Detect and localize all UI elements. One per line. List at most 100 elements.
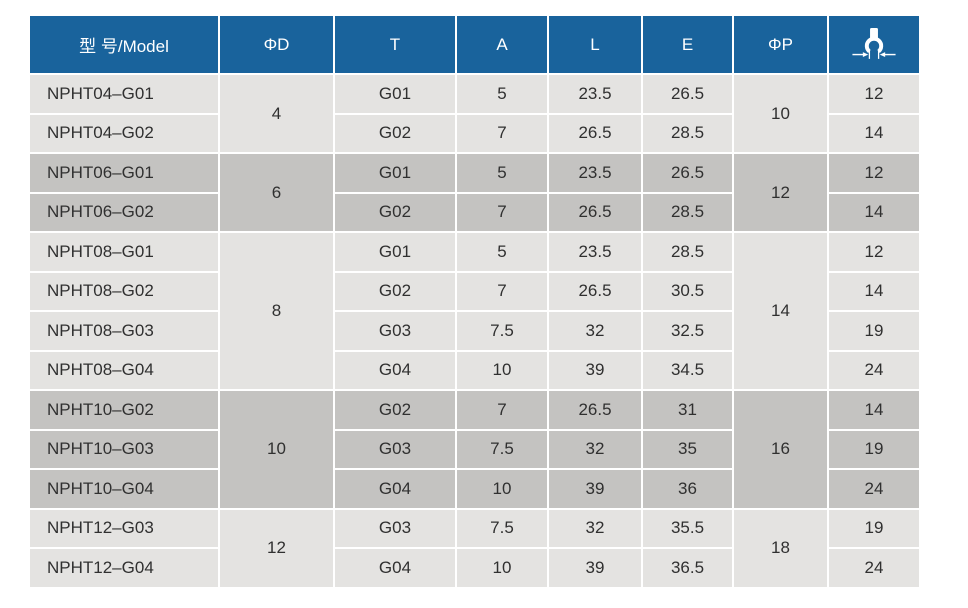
cell-t: G04: [335, 351, 455, 389]
cell-wrench: 14: [829, 391, 919, 429]
cell-model: NPHT10–G02: [30, 391, 218, 429]
cell-a: 7.5: [457, 509, 547, 547]
col-header-t: T: [335, 16, 455, 73]
cell-phi-p: 14: [734, 233, 827, 389]
cell-phi-d: 8: [220, 233, 333, 389]
cell-phi-d: 12: [220, 509, 333, 587]
cell-wrench: 19: [829, 509, 919, 547]
cell-t: G03: [335, 509, 455, 547]
cell-e: 36: [643, 470, 732, 508]
col-header-e: E: [643, 16, 732, 73]
cell-t: G02: [335, 272, 455, 310]
cell-a: 7.5: [457, 430, 547, 468]
cell-wrench: 12: [829, 154, 919, 192]
cell-a: 5: [457, 154, 547, 192]
table-row: NPHT08–G03 G03 7.5 32 32.5 19: [30, 312, 919, 350]
spec-table: 型 号/Model ΦD T A L E ΦP: [28, 14, 921, 589]
cell-a: 5: [457, 233, 547, 271]
cell-wrench: 12: [829, 75, 919, 113]
cell-t: G03: [335, 312, 455, 350]
cell-model: NPHT08–G01: [30, 233, 218, 271]
cell-e: 26.5: [643, 154, 732, 192]
cell-t: G04: [335, 470, 455, 508]
cell-e: 35.5: [643, 509, 732, 547]
cell-e: 32.5: [643, 312, 732, 350]
table-row: NPHT04–G02 G02 7 26.5 28.5 14: [30, 114, 919, 152]
cell-model: NPHT06–G02: [30, 193, 218, 231]
cell-a: 7: [457, 272, 547, 310]
cell-model: NPHT04–G01: [30, 75, 218, 113]
table-row: NPHT10–G03 G03 7.5 32 35 19: [30, 430, 919, 468]
cell-l: 39: [549, 351, 641, 389]
cell-model: NPHT08–G02: [30, 272, 218, 310]
header-row: 型 号/Model ΦD T A L E ΦP: [30, 16, 919, 73]
cell-model: NPHT08–G04: [30, 351, 218, 389]
table-row: NPHT06–G02 G02 7 26.5 28.5 14: [30, 193, 919, 231]
cell-e: 30.5: [643, 272, 732, 310]
cell-wrench: 24: [829, 549, 919, 587]
cell-model: NPHT10–G03: [30, 430, 218, 468]
cell-wrench: 14: [829, 272, 919, 310]
table-row: NPHT08–G04 G04 10 39 34.5 24: [30, 351, 919, 389]
cell-l: 23.5: [549, 154, 641, 192]
table-row: NPHT12–G03 12 G03 7.5 32 35.5 18 19: [30, 509, 919, 587]
cell-model: NPHT04–G02: [30, 114, 218, 152]
cell-a: 10: [457, 549, 547, 587]
cell-t: G03: [335, 430, 455, 468]
cell-t: G01: [335, 154, 455, 192]
table-row: NPHT06–G01 6 G01 5 23.5 26.5 12 12: [30, 154, 919, 231]
cell-phi-d: 6: [220, 154, 333, 231]
cell-e: 28.5: [643, 114, 732, 152]
cell-phi-p: 18: [734, 509, 827, 587]
table-row: NPHT10–G02 10 G02 7 26.5 31 16 14: [30, 391, 919, 508]
cell-l: 39: [549, 549, 641, 587]
table-body: NPHT04–G01 4 G01 5 23.5 26.5 10 12 NPHT0…: [30, 75, 919, 587]
cell-e: 34.5: [643, 351, 732, 389]
col-header-phi-d: ΦD: [220, 16, 333, 73]
col-header-phi-p: ΦP: [734, 16, 827, 73]
cell-e: 36.5: [643, 549, 732, 587]
cell-wrench: 14: [829, 114, 919, 152]
col-header-l: L: [549, 16, 641, 73]
cell-a: 5: [457, 75, 547, 113]
cell-phi-p: 16: [734, 391, 827, 508]
cell-t: G01: [335, 75, 455, 113]
table-row: NPHT04–G01 4 G01 5 23.5 26.5 10 12: [30, 75, 919, 152]
cell-l: 32: [549, 312, 641, 350]
cell-a: 7: [457, 391, 547, 429]
cell-l: 23.5: [549, 75, 641, 113]
cell-t: G01: [335, 233, 455, 271]
cell-l: 26.5: [549, 114, 641, 152]
cell-wrench: 19: [829, 312, 919, 350]
cell-model: NPHT10–G04: [30, 470, 218, 508]
cell-t: G04: [335, 549, 455, 587]
col-header-a: A: [457, 16, 547, 73]
cell-l: 23.5: [549, 233, 641, 271]
cell-a: 7: [457, 193, 547, 231]
cell-a: 7: [457, 114, 547, 152]
table-row: NPHT08–G02 G02 7 26.5 30.5 14: [30, 272, 919, 310]
cell-model: NPHT12–G03: [30, 509, 218, 547]
cell-wrench: 24: [829, 470, 919, 508]
cell-l: 26.5: [549, 272, 641, 310]
cell-phi-p: 10: [734, 75, 827, 152]
cell-phi-d: 10: [220, 391, 333, 508]
cell-phi-p: 12: [734, 154, 827, 231]
cell-wrench: 14: [829, 193, 919, 231]
cell-model: NPHT08–G03: [30, 312, 218, 350]
cell-e: 26.5: [643, 75, 732, 113]
cell-wrench: 12: [829, 233, 919, 271]
table-row: NPHT10–G04 G04 10 39 36 24: [30, 470, 919, 508]
col-header-model: 型 号/Model: [30, 16, 218, 73]
table-row: NPHT08–G01 8 G01 5 23.5 28.5 14 12: [30, 233, 919, 389]
cell-e: 28.5: [643, 233, 732, 271]
table-header: 型 号/Model ΦD T A L E ΦP: [30, 16, 919, 73]
table-row: NPHT12–G04 G04 10 39 36.5 24: [30, 549, 919, 587]
cell-l: 32: [549, 430, 641, 468]
cell-model: NPHT12–G04: [30, 549, 218, 587]
cell-e: 31: [643, 391, 732, 429]
cell-t: G02: [335, 391, 455, 429]
cell-wrench: 19: [829, 430, 919, 468]
cell-model: NPHT06–G01: [30, 154, 218, 192]
